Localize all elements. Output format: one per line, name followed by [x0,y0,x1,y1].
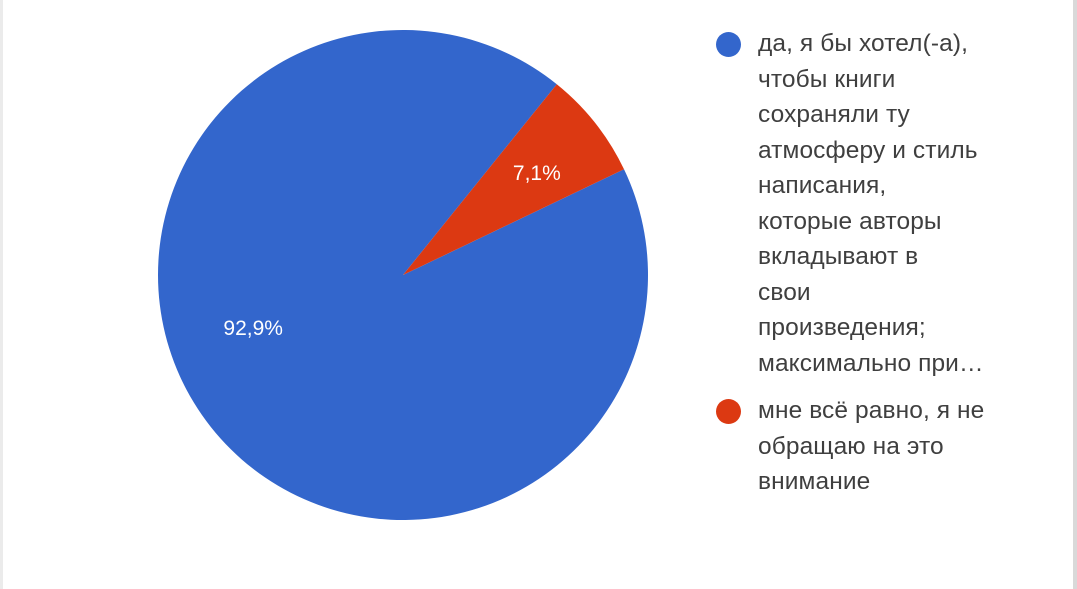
legend-label-line: сохраняли ту [758,101,910,128]
legend-label-line: написания, [758,172,887,199]
pie-slice-value-label-2: 7,1% [513,162,561,185]
legend-label-line: да, я бы хотел(-а), [758,30,968,57]
legend-label-line: мне всё равно, я не [758,397,985,424]
legend-label-line: обращаю на это [758,432,944,460]
frame-edge-left [0,0,3,589]
legend-label-line: произведения; [758,314,926,341]
legend-label-line: свои [758,278,811,306]
pie-slices [158,29,649,521]
chart-legend: да, я бы хотел(-а), чтобы книги сохраняли … [716,26,1036,512]
legend-label-line: внимание [758,468,871,495]
legend-item-2[interactable]: мне всё равно, я не обращаю на это внимани… [716,393,1036,500]
frame-edge-right [1073,0,1077,589]
legend-label-line: вкладывают в [758,243,919,270]
legend-label-line: чтобы книги [758,65,896,93]
legend-label-line: максимально при… [758,349,984,377]
pie-slice-value-label-1: 92,9% [223,317,283,340]
pie-slice-labels: 92,9% 7,1% [223,162,560,340]
legend-label-line: которые авторы [758,207,942,235]
pie-slice-1 [158,29,649,521]
legend-swatch-icon [716,399,741,424]
legend-label-line: атмосферу и стиль [758,136,978,164]
legend-swatch-icon [716,32,741,57]
legend-item-1[interactable]: да, я бы хотел(-а), чтобы книги сохраняли … [716,26,1036,381]
pie-slice-2 [403,84,625,275]
